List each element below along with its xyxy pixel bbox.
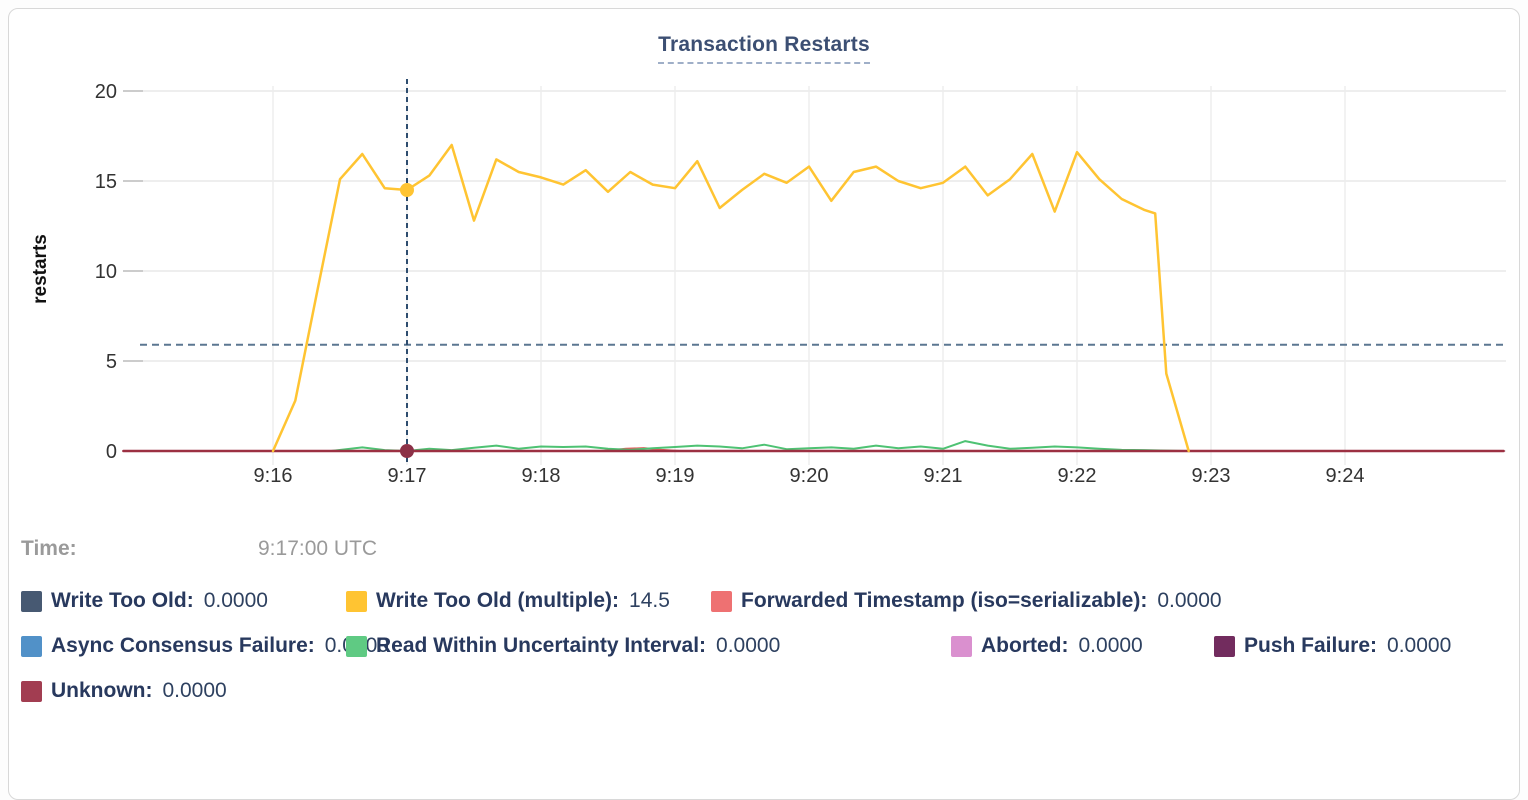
x-tick-label: 9:16 [254,465,293,487]
legend-swatch-read-within-uncertainty-interval [346,635,367,657]
legend-label: Forwarded Timestamp (iso=serializable): [741,589,1148,612]
y-tick-label: 10 [95,261,117,283]
hover-time-label: Time: [21,537,77,560]
legend-row-3: Unknown: 0.0000 [9,679,1519,705]
legend-value: 0.0000 [716,634,781,657]
chart-title[interactable]: Transaction Restarts [658,33,870,64]
x-tick-label: 9:21 [924,465,963,487]
gridlines [123,86,1506,465]
legend-value: 0.0000 [1157,589,1222,612]
legend-item-aborted[interactable]: Aborted: 0.0000 [951,634,1143,658]
x-tick-label: 9:19 [656,465,695,487]
legend-label: Push Failure: [1244,634,1378,657]
x-tick-label: 9:20 [790,465,829,487]
legend-label: Unknown: [51,679,153,702]
series-lines [122,143,1505,453]
x-tick-label: 9:17 [388,465,427,487]
series-line-write-too-old-multiple [271,143,1190,453]
y-tick-label: 20 [95,81,117,103]
y-tick-label: 5 [106,351,117,373]
legend-item-unknown[interactable]: Unknown: 0.0000 [21,679,227,703]
legend-item-forwarded-timestamp-iso-serializable[interactable]: Forwarded Timestamp (iso=serializable): 0… [711,589,1222,613]
legend-swatch-write-too-old [21,590,42,612]
x-tick-label: 9:22 [1058,465,1097,487]
hover-dot-write-too-old-multiple [400,183,414,197]
legend-value: 0.0000 [1387,634,1452,657]
legend-label: Aborted: [981,634,1069,657]
legend-swatch-aborted [951,635,972,657]
legend-value: 0.0000 [1078,634,1143,657]
legend-swatch-push-failure [1214,635,1235,657]
x-tick-label: 9:23 [1192,465,1231,487]
legend-row-2: Async Consensus Failure:0.0000Read Withi… [9,634,1519,660]
x-tick-label: 9:24 [1326,465,1365,487]
chart-card: Transaction Restarts 0 5 10 15 20 9:16 9:17 9:1… [8,8,1520,800]
hover-time-row: Time: 9:17:00 UTC [9,537,1519,565]
legend-item-write-too-old-multiple[interactable]: Write Too Old (multiple): 14.5 [346,589,670,613]
legend-swatch-async-consensus-failure [21,635,42,657]
legend-item-async-consensus-failure[interactable]: Async Consensus Failure:0.0000 [21,634,389,658]
legend-item-read-within-uncertainty-interval[interactable]: Read Within Uncertainty Interval: 0.0000 [346,634,780,658]
hover-dot-unknown [400,444,414,458]
legend-swatch-unknown [21,680,42,702]
y-tick-label: 0 [106,441,117,463]
legend-value: 0.0000 [162,679,227,702]
hover-time-value: 9:17:00 UTC [258,537,378,560]
chart-title-row: Transaction Restarts [9,33,1519,64]
y-tick-label: 15 [95,171,117,193]
series-line-read-within-uncertainty-interval [330,440,1186,452]
x-tick-label: 9:18 [522,465,561,487]
legend-label: Async Consensus Failure: [51,634,315,657]
y-axis-title: restarts [30,234,51,304]
legend-item-push-failure[interactable]: Push Failure: 0.0000 [1214,634,1451,658]
legend-value: 0.0000 [203,589,268,612]
axis-labels: 0 5 10 15 20 9:16 9:17 9:18 9:19 9:20 9:21 9:22 9:23… [30,81,1364,487]
legend-label: Write Too Old (multiple): [376,589,620,612]
legend-swatch-forwarded-timestamp-iso-serializable [711,590,732,612]
legend-item-write-too-old[interactable]: Write Too Old: 0.0000 [21,589,268,613]
legend-swatch-write-too-old-multiple [346,590,367,612]
transaction-restarts-chart[interactable]: 0 5 10 15 20 9:16 9:17 9:18 9:19 9:20 9:21 9:22 9:23… [9,9,1521,529]
legend-label: Read Within Uncertainty Interval: [376,634,707,657]
legend-value: 14.5 [629,589,670,612]
legend-row-1: Write Too Old: 0.0000 Write Too Old (multi… [9,589,1519,615]
legend-label: Write Too Old: [51,589,194,612]
